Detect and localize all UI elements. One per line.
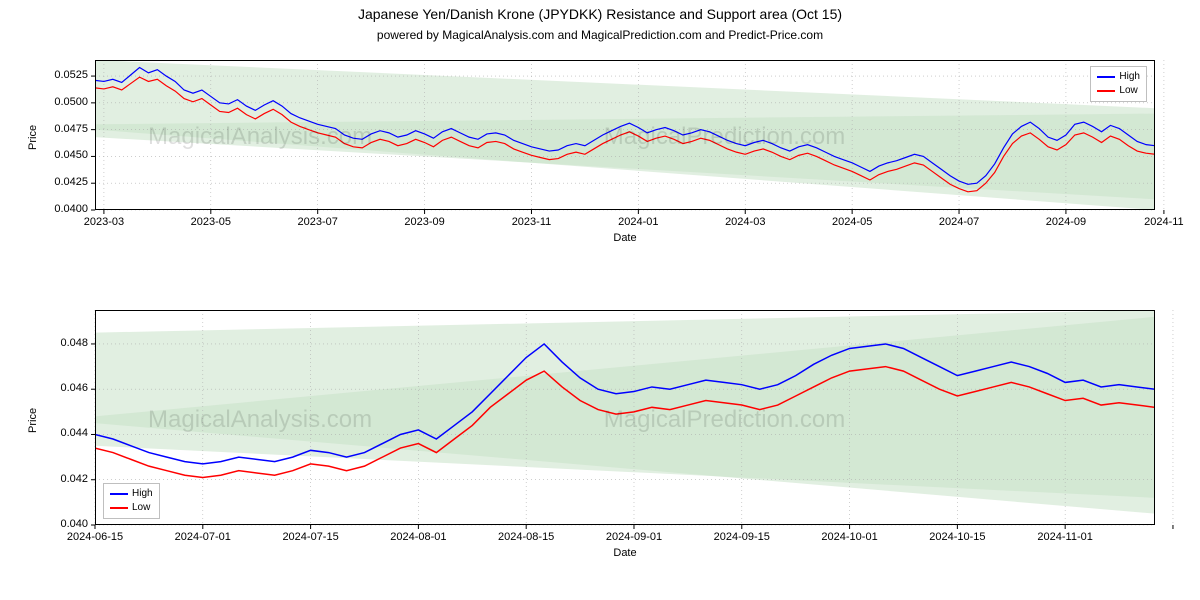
xtick-label: 2023-03 — [64, 216, 144, 228]
ytick-label: 0.0400 — [40, 203, 88, 215]
legend-line-low-icon — [110, 507, 128, 509]
ytick-label: 0.048 — [40, 337, 88, 349]
ytick-label: 0.042 — [40, 473, 88, 485]
ytick-label: 0.0425 — [40, 176, 88, 188]
xtick-label: 2023-05 — [171, 216, 251, 228]
chart-bottom-svg — [95, 310, 1155, 525]
chart-bottom-xlabel: Date — [95, 547, 1155, 559]
xtick-label: 2024-07-15 — [271, 531, 351, 543]
xtick-label: 2023-09 — [385, 216, 465, 228]
xtick-label: 2024-09-15 — [702, 531, 782, 543]
chart-top-xlabel: Date — [95, 232, 1155, 244]
xtick-label: 2024-09 — [1026, 216, 1106, 228]
xtick-label: 2024-07-01 — [163, 531, 243, 543]
xtick-label: 2024-08-01 — [378, 531, 458, 543]
xtick-label: 2024-08-15 — [486, 531, 566, 543]
legend-row-low: Low — [1097, 84, 1140, 98]
legend-row-high: High — [1097, 70, 1140, 84]
xtick-label: 2024-09-01 — [594, 531, 674, 543]
ytick-label: 0.0525 — [40, 69, 88, 81]
legend-label-low: Low — [1119, 84, 1137, 98]
chart-bottom-ylabel: Price — [27, 407, 39, 432]
chart-bottom: Price Date High Low MagicalAnalysis.com … — [95, 310, 1155, 525]
xtick-label: 2024-10-15 — [917, 531, 997, 543]
legend-line-high-icon — [110, 493, 128, 495]
chart-bottom-legend: High Low — [103, 483, 160, 519]
ytick-label: 0.0475 — [40, 123, 88, 135]
page-subtitle: powered by MagicalAnalysis.com and Magic… — [0, 28, 1200, 42]
legend-row-high: High — [110, 487, 153, 501]
legend-line-high-icon — [1097, 76, 1115, 78]
xtick-label: 2024-10-01 — [810, 531, 890, 543]
legend-line-low-icon — [1097, 90, 1115, 92]
chart-top-ylabel: Price — [27, 125, 39, 150]
xtick-label: 2023-07 — [278, 216, 358, 228]
chart-top-legend: High Low — [1090, 66, 1147, 102]
ytick-label: 0.040 — [40, 518, 88, 530]
xtick-label: 2024-06-15 — [55, 531, 135, 543]
ytick-label: 0.0500 — [40, 96, 88, 108]
xtick-label: 2024-11 — [1124, 216, 1200, 228]
chart-top-svg — [95, 60, 1155, 210]
chart-top: Price Date High Low MagicalAnalysis.com … — [95, 60, 1155, 210]
legend-label-high: High — [132, 487, 153, 501]
xtick-label: 2024-07 — [919, 216, 999, 228]
xtick-label: 2024-05 — [812, 216, 892, 228]
xtick-label: 2023-11 — [491, 216, 571, 228]
ytick-label: 0.046 — [40, 382, 88, 394]
xtick-label: 2024-11-01 — [1025, 531, 1105, 543]
legend-label-high: High — [1119, 70, 1140, 84]
xtick-label: 2024-01 — [598, 216, 678, 228]
ytick-label: 0.0450 — [40, 149, 88, 161]
legend-row-low: Low — [110, 501, 153, 515]
legend-label-low: Low — [132, 501, 150, 515]
ytick-label: 0.044 — [40, 427, 88, 439]
page-title: Japanese Yen/Danish Krone (JPYDKK) Resis… — [0, 6, 1200, 22]
xtick-label: 2024-03 — [705, 216, 785, 228]
